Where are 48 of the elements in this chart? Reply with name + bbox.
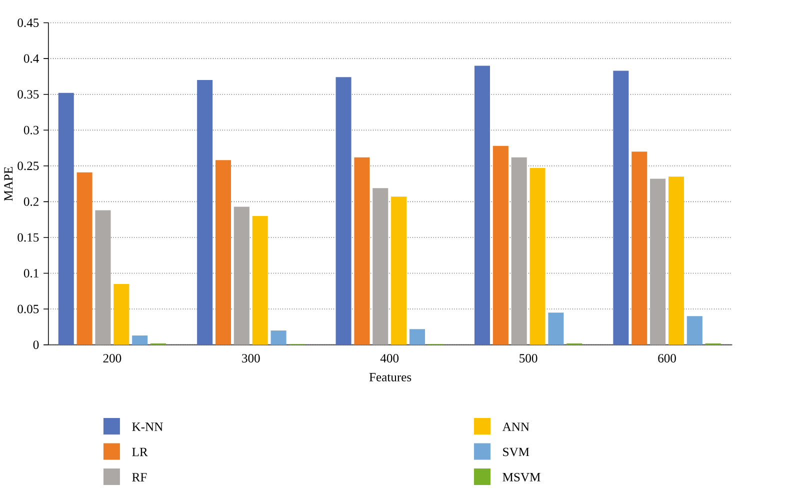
bar bbox=[650, 178, 666, 345]
bar bbox=[234, 206, 250, 345]
x-axis-title: Features bbox=[369, 373, 412, 382]
legend-label: ANN bbox=[502, 422, 530, 432]
bar bbox=[354, 158, 370, 345]
bar bbox=[632, 152, 648, 345]
bar bbox=[474, 66, 490, 345]
bar bbox=[686, 316, 702, 345]
bar bbox=[613, 70, 629, 345]
bar bbox=[58, 93, 74, 345]
y-tick-label: 0.15 bbox=[18, 233, 39, 242]
bar bbox=[114, 284, 130, 345]
bar bbox=[215, 160, 232, 345]
y-tick-label: 0.1 bbox=[24, 269, 38, 278]
y-tick-label: 0.35 bbox=[18, 90, 39, 99]
y-tick-label: 0.3 bbox=[24, 126, 39, 135]
y-tick-label: 0.2 bbox=[24, 198, 38, 206]
bar bbox=[270, 330, 286, 345]
y-tick-label: 0.25 bbox=[18, 162, 39, 170]
legend-label: SVM bbox=[503, 448, 530, 456]
x-tick-label: 500 bbox=[520, 354, 538, 363]
legend-label: K-NN bbox=[132, 422, 163, 432]
y-tick-label: 0.05 bbox=[18, 304, 39, 314]
y-tick-label: 0.4 bbox=[24, 54, 39, 64]
y-tick-label: 0.45 bbox=[18, 18, 39, 28]
bar bbox=[252, 216, 268, 345]
y-axis-title: MAPE bbox=[4, 167, 12, 202]
y-tick-label: 0 bbox=[33, 340, 39, 350]
bar bbox=[409, 329, 426, 345]
bar bbox=[76, 172, 92, 345]
legend-label: RF bbox=[132, 473, 147, 482]
bar bbox=[336, 77, 352, 345]
bar bbox=[197, 80, 213, 345]
bar bbox=[530, 168, 546, 345]
x-tick-label: 600 bbox=[658, 354, 676, 363]
bar bbox=[372, 188, 388, 345]
bar bbox=[391, 196, 407, 345]
legend-label: LR bbox=[132, 448, 148, 456]
bar bbox=[95, 210, 111, 345]
bar bbox=[511, 158, 527, 345]
bar bbox=[548, 312, 564, 345]
bar bbox=[492, 146, 508, 345]
bar bbox=[132, 336, 148, 345]
x-tick-label: 200 bbox=[103, 354, 122, 363]
bar bbox=[668, 176, 684, 345]
legend-label: MSVM bbox=[502, 473, 540, 482]
x-tick-label: 300 bbox=[242, 354, 260, 363]
x-tick-label: 400 bbox=[380, 354, 399, 363]
